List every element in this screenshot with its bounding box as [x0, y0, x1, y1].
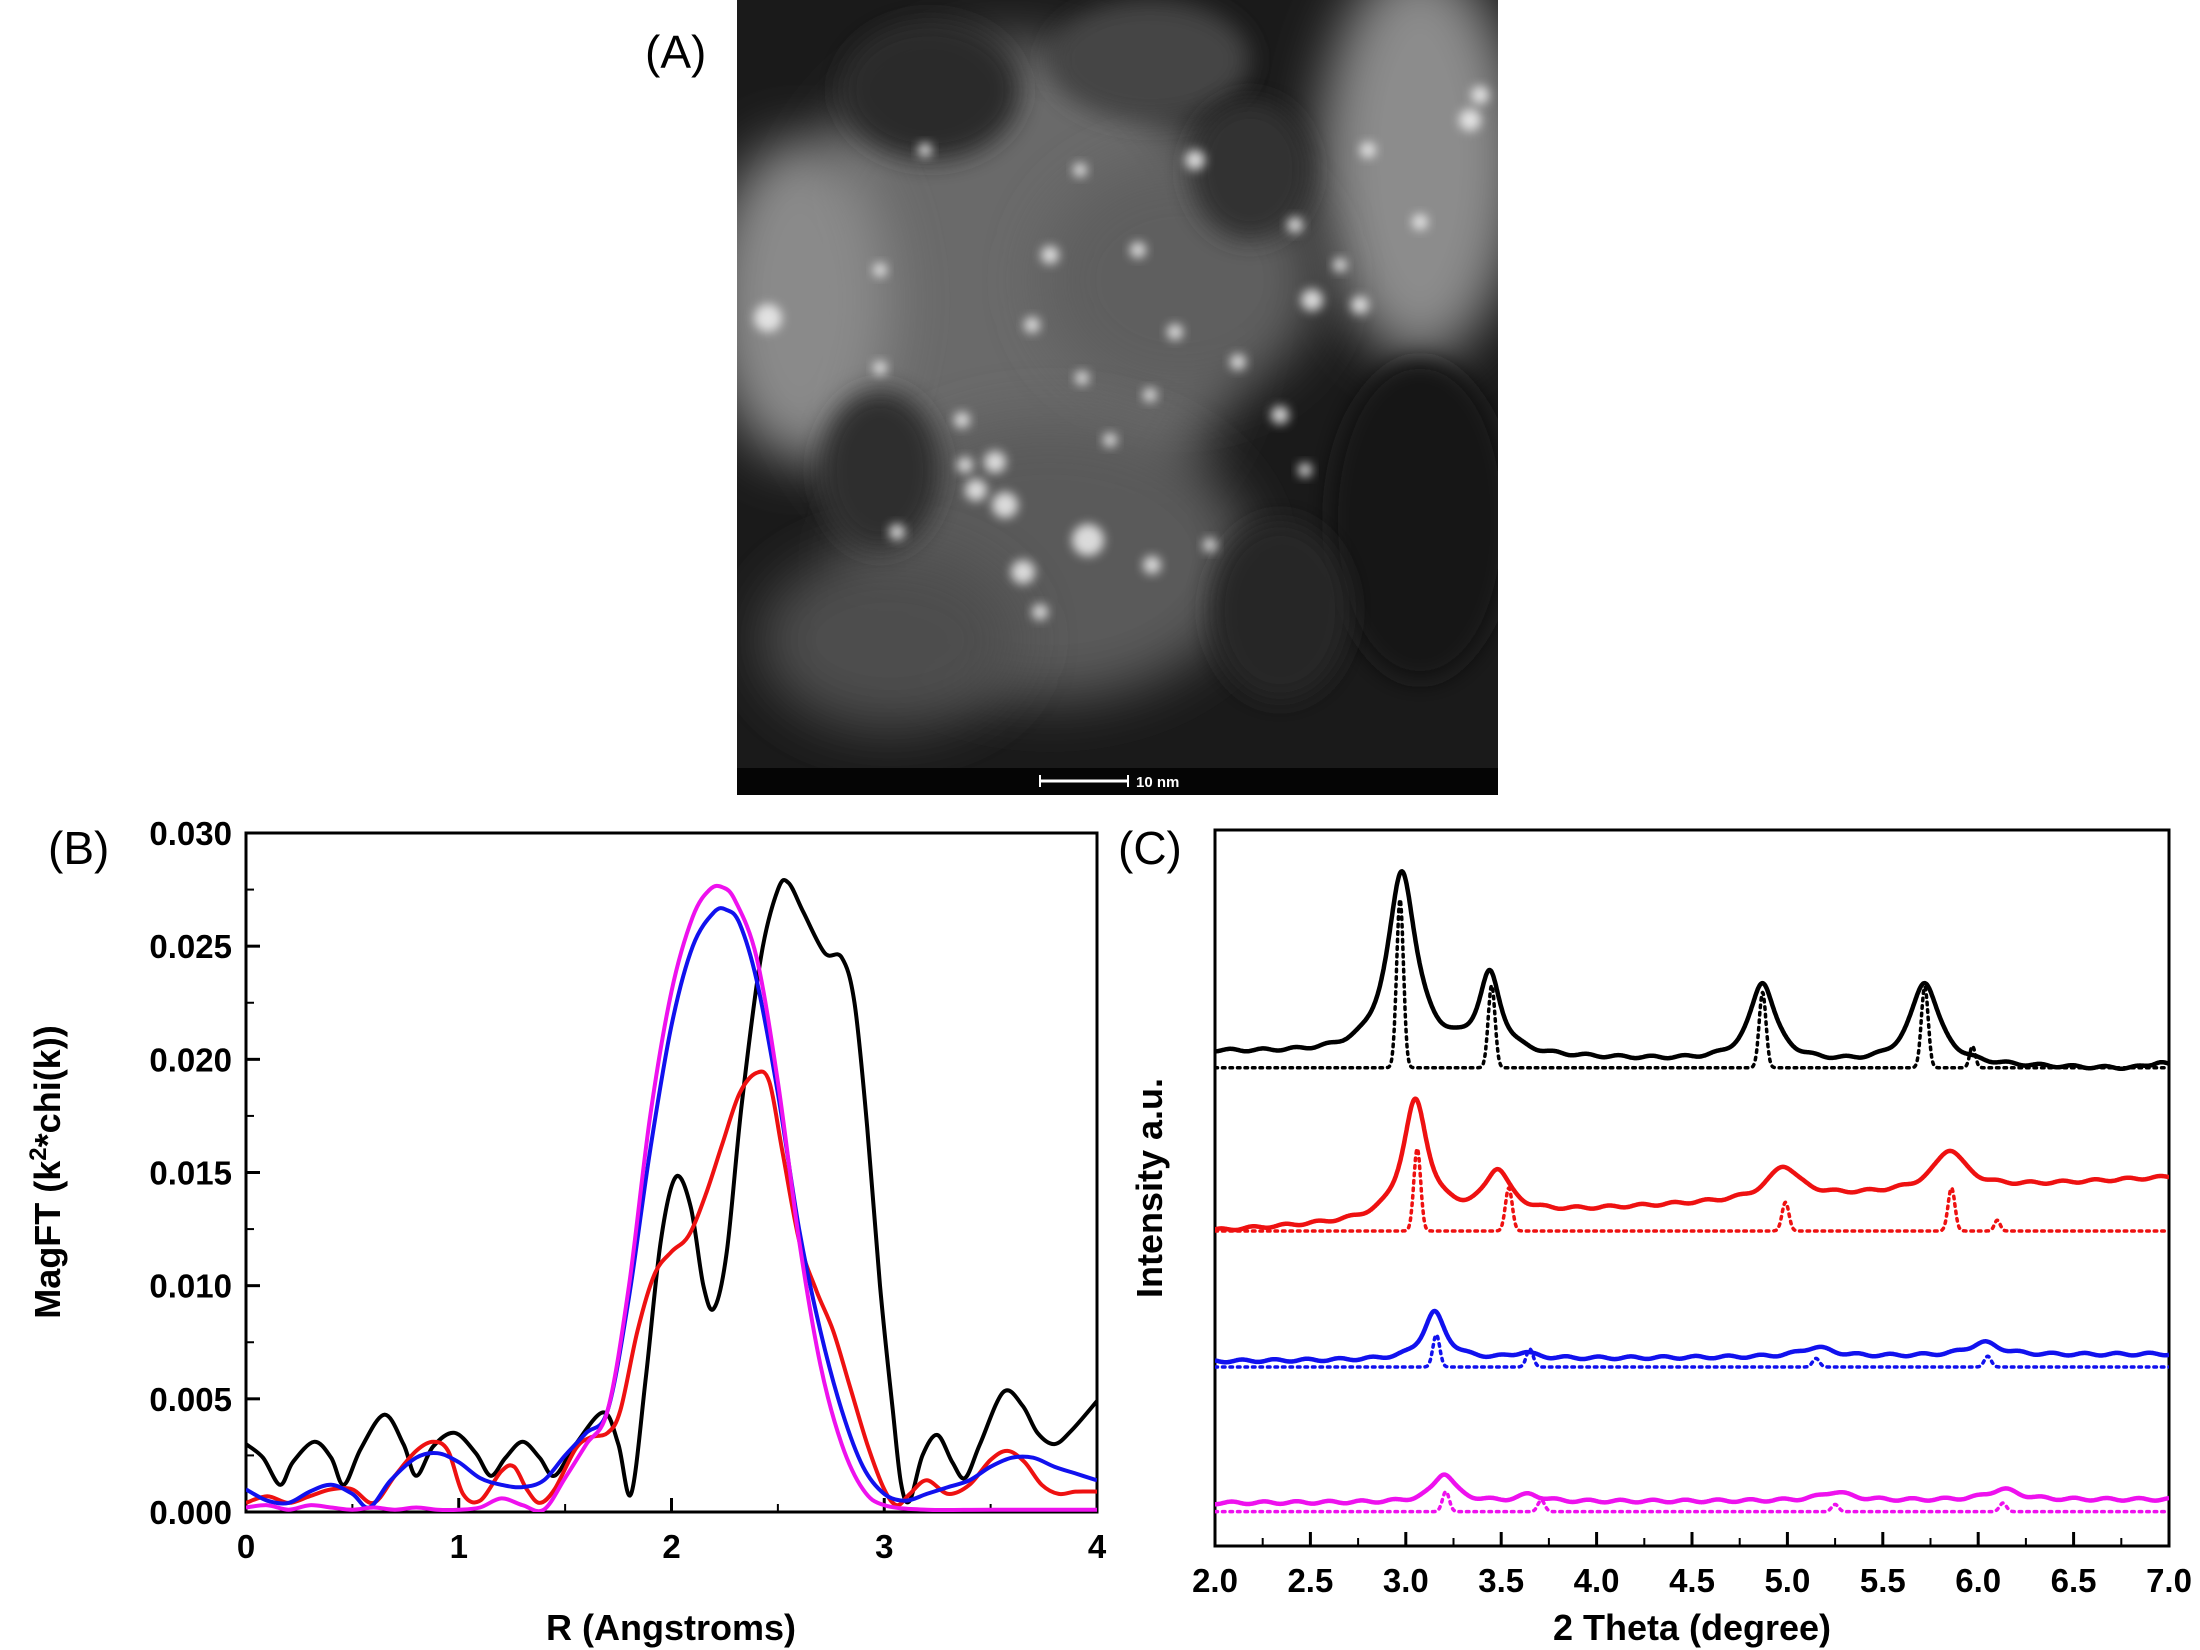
- chart-b: 0 1 2 3 4 0.000 0.005 0.010 0.015 0.020 0.025 0.030…: [25, 815, 1107, 1648]
- nanoparticle-26: [918, 143, 932, 157]
- stem-micrograph: 10 nm: [737, 0, 1498, 795]
- chart-c-frame: [1213, 828, 2171, 1548]
- chart-b-ytick-label: 0.000: [149, 1494, 232, 1531]
- chart-c-xtick-label: 3.0: [1383, 1562, 1429, 1599]
- chart-c-series-black-dotted: [1215, 897, 2169, 1070]
- nanoparticle-2: [965, 479, 987, 501]
- nanoparticle-18: [754, 304, 782, 332]
- nanoparticle-9: [1130, 242, 1146, 258]
- chart-c-series-red-dotted: [1215, 1146, 2169, 1233]
- chart-b-xlabel: R (Angstroms): [546, 1607, 796, 1648]
- chart-c-xtick-label: 5.0: [1764, 1562, 1810, 1599]
- chart-c-xtick-label: 2.5: [1287, 1562, 1333, 1599]
- chart-c: 2.0 2.5 3.0 3.5 4.0 4.5 5.0 5.5 6.0 6.5 7.0 2 Thet…: [1129, 828, 2192, 1648]
- chart-b-ytick-label: 0.005: [149, 1381, 232, 1418]
- nanoparticle-1: [992, 492, 1018, 518]
- nanoparticle-29: [954, 412, 970, 428]
- chart-c-series-blue-dotted: [1215, 1333, 2169, 1369]
- chart-b-ylabel: MagFT (k2*chi(k)): [25, 1025, 68, 1318]
- chart-c-xtick-label: 6.0: [1955, 1562, 2001, 1599]
- nanoparticle-10: [1271, 406, 1289, 424]
- nanoparticle-8: [1041, 246, 1059, 264]
- nanoparticle-33: [873, 361, 887, 375]
- chart-b-ytick-label: 0.030: [149, 815, 232, 852]
- nanoparticle-11: [957, 457, 973, 473]
- scale-bar-label: 10 nm: [1136, 774, 1179, 791]
- nanoparticle-25: [1287, 217, 1303, 233]
- chart-b-ytick-label: 0.015: [149, 1155, 232, 1192]
- chart-c-xtick-label: 5.5: [1860, 1562, 1906, 1599]
- nanoparticle-13: [1143, 556, 1161, 574]
- chart-c-xtick-label: 4.0: [1574, 1562, 1620, 1599]
- nanoparticle-17: [1471, 86, 1489, 104]
- chart-c-xtick-label: 3.5: [1478, 1562, 1524, 1599]
- nanoparticle-30: [1103, 433, 1117, 447]
- chart-c-xtick-label: 7.0: [2146, 1562, 2192, 1599]
- chart-c-series-blue-solid: [1215, 1308, 2169, 1365]
- nanoparticle-14: [1167, 324, 1183, 340]
- chart-b-xtick-label: 4: [1088, 1528, 1107, 1565]
- nanoparticle-19: [1412, 214, 1428, 230]
- chart-c-xtick-label: 6.5: [2051, 1562, 2097, 1599]
- chart-b-series-magenta: [246, 883, 1097, 1512]
- chart-c-series-magenta-dotted: [1215, 1489, 2169, 1514]
- chart-b-ytick-label: 0.020: [149, 1041, 232, 1078]
- nanoparticle-31: [1032, 604, 1048, 620]
- nanoparticle-20: [1143, 388, 1157, 402]
- nanoparticle-15: [1360, 142, 1376, 158]
- chart-b-series-black: [246, 877, 1097, 1505]
- panel-label-b: (B): [48, 822, 109, 874]
- chart-b-xtick-label: 1: [450, 1528, 468, 1565]
- nanoparticle-32: [1203, 538, 1217, 552]
- nanoparticle-3: [1011, 560, 1035, 584]
- nanoparticle-34: [1298, 463, 1312, 477]
- panel-label-c: (C): [1118, 822, 1182, 874]
- nanoparticle-12: [889, 524, 905, 540]
- chart-c-xlabel: 2 Theta (degree): [1553, 1607, 1831, 1648]
- chart-b-xtick-label: 2: [662, 1528, 680, 1565]
- nanoparticle-16: [1459, 109, 1481, 131]
- chart-c-xtick-label: 4.5: [1669, 1562, 1715, 1599]
- nanoparticle-7: [1351, 296, 1369, 314]
- nanoparticle-0: [1072, 524, 1104, 556]
- chart-c-series-red-solid: [1215, 1096, 2169, 1233]
- nanoparticle-23: [873, 263, 887, 277]
- chart-c-xtick-label: 2.0: [1192, 1562, 1238, 1599]
- nanoparticle-4: [984, 451, 1006, 473]
- chart-b-series-blue: [246, 906, 1097, 1510]
- panel-label-a: (A): [645, 26, 706, 78]
- chart-c-series-magenta-solid: [1215, 1472, 2169, 1507]
- chart-b-frame: [244, 831, 1099, 1514]
- chart-b-xtick-label: 3: [875, 1528, 893, 1565]
- nanoparticle-5: [1185, 150, 1205, 170]
- chart-b-ytick-label: 0.010: [149, 1268, 232, 1305]
- nanoparticle-27: [1333, 258, 1347, 272]
- nanoparticle-6: [1301, 289, 1323, 311]
- chart-b-series-red: [246, 1069, 1097, 1508]
- chart-c-ylabel: Intensity a.u.: [1129, 1078, 1170, 1298]
- chart-b-xtick-label: 0: [237, 1528, 255, 1565]
- nanoparticle-24: [1230, 354, 1246, 370]
- chart-b-ytick-label: 0.025: [149, 928, 232, 965]
- nanoparticle-21: [1024, 317, 1040, 333]
- chart-c-series-black-solid: [1215, 869, 2169, 1072]
- nanoparticle-28: [1073, 163, 1087, 177]
- nanoparticle-22: [1075, 371, 1089, 385]
